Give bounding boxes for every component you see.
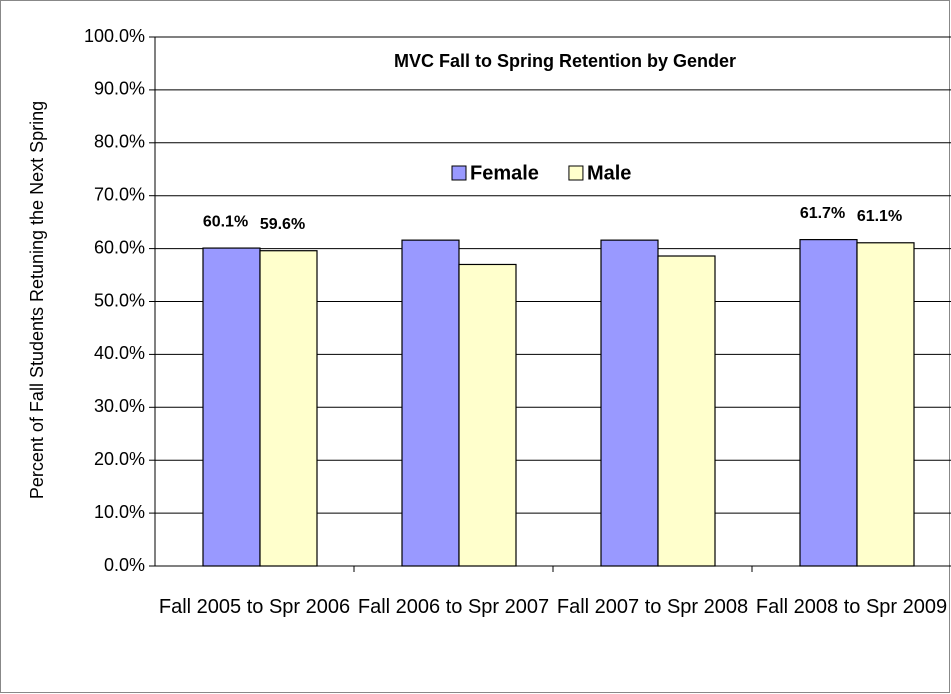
y-tick-label: 20.0% bbox=[94, 449, 145, 469]
bar bbox=[458, 263, 517, 567]
y-tick-label: 80.0% bbox=[94, 132, 145, 152]
legend-label: Male bbox=[587, 162, 631, 184]
legend-swatch bbox=[568, 165, 584, 181]
bar bbox=[259, 250, 318, 567]
bar bbox=[401, 239, 460, 567]
y-axis-label: Percent of Fall Students Retuning the Ne… bbox=[27, 101, 47, 499]
legend-label: Female bbox=[470, 162, 539, 184]
y-tick-label: 40.0% bbox=[94, 343, 145, 363]
y-tick-label: 90.0% bbox=[94, 79, 145, 99]
bar bbox=[799, 239, 858, 567]
bar bbox=[202, 247, 261, 567]
chart-title: MVC Fall to Spring Retention by Gender bbox=[394, 51, 736, 71]
y-tick-label: 10.0% bbox=[94, 502, 145, 522]
y-tick-label: 100.0% bbox=[84, 26, 145, 46]
x-tick-label: Fall 2008 to Spr 2009 bbox=[755, 596, 948, 618]
data-label: 59.6% bbox=[260, 216, 305, 233]
bar bbox=[856, 242, 915, 567]
data-label: 60.1% bbox=[203, 213, 248, 230]
y-tick-label: 0.0% bbox=[104, 555, 145, 575]
data-label: 61.7% bbox=[800, 205, 845, 222]
y-tick-label: 30.0% bbox=[94, 396, 145, 416]
legend-swatch bbox=[451, 165, 467, 181]
y-tick-label: 50.0% bbox=[94, 290, 145, 310]
y-tick-label: 60.0% bbox=[94, 237, 145, 257]
bar bbox=[600, 239, 659, 567]
data-label: 61.1% bbox=[857, 208, 902, 225]
x-tick-label: Fall 2006 to Spr 2007 bbox=[357, 596, 550, 618]
x-tick-label: Fall 2005 to Spr 2006 bbox=[158, 596, 351, 618]
y-tick-label: 70.0% bbox=[94, 184, 145, 204]
x-tick-label: Fall 2007 to Spr 2008 bbox=[556, 596, 749, 618]
bar bbox=[657, 255, 716, 567]
